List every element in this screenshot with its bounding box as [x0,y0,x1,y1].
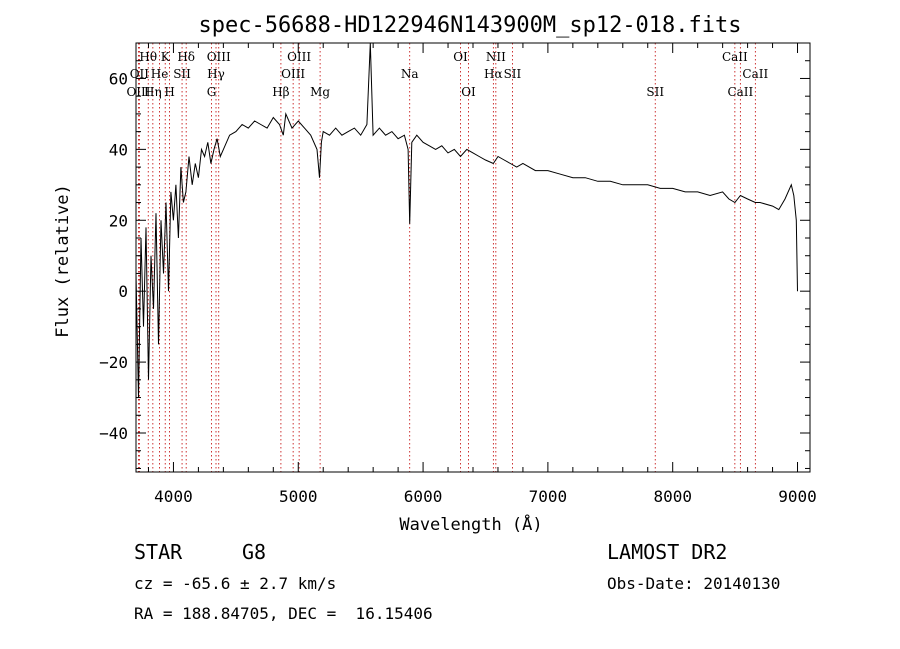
line-marker-label: CaII [727,85,753,99]
line-marker-label: OI [461,85,476,99]
survey-name: LAMOST DR2 [607,540,728,564]
x-axis-label: Wavelength (Å) [399,513,542,535]
chart-title: spec-56688-HD122946N143900M_sp12-018.fit… [198,13,741,38]
line-marker-label: Na [401,67,419,81]
y-tick-label: 0 [118,282,128,301]
spectrum-chart: spec-56688-HD122946N143900M_sp12-018.fit… [53,13,817,535]
line-marker-label: OIII [207,50,231,64]
object-subclass: G8 [242,540,267,564]
line-marker-label: Hθ [139,50,157,64]
line-marker-label: OIII [126,85,150,99]
y-tick-label: −20 [99,353,128,372]
line-marker-label: G [207,85,217,99]
line-marker-label: Hα [484,67,503,81]
y-tick-label: 60 [109,69,128,88]
x-tick-label: 6000 [404,487,443,506]
line-marker-labels: Hθ OII OIII K He Hη SII H Hδ OIII Hγ G Hβ OIII OIII Mg N… [126,50,768,99]
line-marker-label: CaII [722,50,748,64]
y-axis-label: Flux (relative) [53,184,73,338]
line-marker-label: He [151,67,169,81]
line-marker-label: OIII [281,67,305,81]
line-marker-label: OIII [287,50,311,64]
line-marker-label: Hβ [272,85,289,99]
x-axis-ticks: 4000 5000 6000 7000 8000 9000 [147,43,817,506]
line-marker-label: Mg [310,85,330,99]
line-marker-label: NII [486,50,506,64]
object-class: STAR [134,540,183,564]
x-tick-label: 9000 [778,487,817,506]
observation-date: Obs-Date: 20140130 [607,574,781,593]
spectrum-line [135,42,798,398]
line-markers [138,43,756,472]
line-marker-label: K [161,50,171,64]
redshift-value: cz = -65.6 ± 2.7 km/s [134,574,337,593]
line-marker-label: CaII [742,67,768,81]
plot-frame [135,42,811,473]
line-marker-label: OII [130,67,150,81]
coordinates: RA = 188.84705, DEC = 16.15406 [134,604,433,623]
line-marker-label: SII [504,67,522,81]
x-tick-label: 7000 [529,487,568,506]
y-tick-label: −40 [99,424,128,443]
line-marker-label: OI [453,50,468,64]
y-axis-ticks: −40 −20 0 20 40 60 [99,42,810,469]
x-tick-label: 4000 [154,487,193,506]
y-tick-label: 20 [109,211,128,230]
line-marker-label: Hδ [177,50,195,64]
x-tick-label: 5000 [279,487,318,506]
line-marker-label: Hη [144,85,162,99]
line-marker-label: H [164,85,174,99]
y-tick-label: 40 [109,140,128,159]
x-tick-label: 8000 [653,487,692,506]
line-marker-label: SII [173,67,191,81]
line-marker-label: Hγ [207,67,225,81]
line-marker-label: SII [646,85,664,99]
